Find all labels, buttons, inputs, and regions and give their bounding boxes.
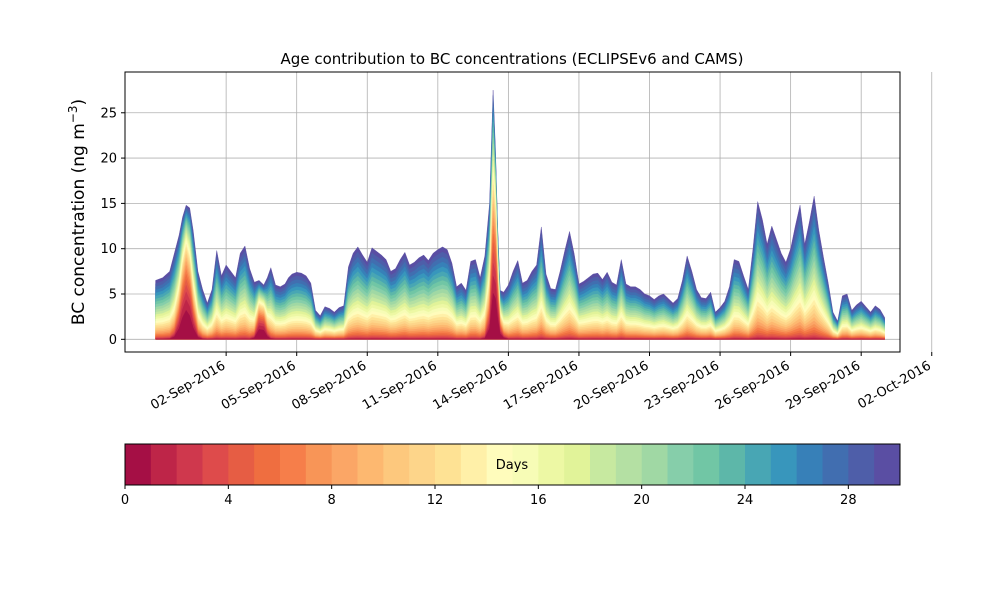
colorbar-swatch-12: [435, 444, 462, 485]
age-layer-7-8-days: [155, 218, 885, 340]
x-tick-label: 20-Sep-2016: [572, 358, 652, 413]
colorbar-swatch-26: [796, 444, 823, 485]
stacked-area-layers: [155, 90, 885, 340]
y-tick-label: 20: [100, 152, 117, 167]
colorbar-swatch-18: [590, 444, 617, 485]
y-axis: 0 5 10 15 20 25: [100, 106, 125, 348]
x-tick-label: 26-Sep-2016: [713, 358, 793, 413]
colorbar-swatch-5: [254, 444, 281, 485]
y-tick-label: 0: [109, 333, 117, 348]
age-layer-1-2-days: [155, 276, 885, 340]
x-axis: 02-Sep-201605-Sep-201608-Sep-201611-Sep-…: [148, 352, 934, 413]
colorbar-swatch-4: [228, 444, 255, 485]
colorbar-swatch-8: [331, 444, 358, 485]
colorbar-swatch-16: [538, 444, 565, 485]
x-tick-label: 11-Sep-2016: [360, 358, 440, 413]
x-tick-label: 29-Sep-2016: [783, 358, 863, 413]
age-layer-5-6-days: [155, 233, 885, 340]
y-tick-label: 25: [100, 106, 117, 121]
age-layer-0-1-days: [155, 292, 885, 340]
age-layer-2-3-days: [155, 263, 885, 340]
colorbar-ticks: 0 4 8 12 16 20 24 28: [121, 485, 857, 508]
age-layer-6-7-days: [155, 225, 885, 340]
colorbar-swatch-27: [822, 444, 849, 485]
colorbar-swatch-24: [745, 444, 772, 485]
y-tick-label: 5: [109, 288, 117, 303]
colorbar-swatch-20: [641, 444, 668, 485]
colorbar: [125, 444, 901, 485]
colorbar-swatch-23: [719, 444, 746, 485]
colorbar-swatch-28: [848, 444, 875, 485]
y-axis-label-exponent: −3: [66, 105, 80, 123]
colorbar-swatch-0: [125, 444, 152, 485]
colorbar-swatch-13: [460, 444, 488, 485]
colorbar-tick-label: 8: [328, 493, 336, 508]
colorbar-swatch-29: [874, 444, 901, 485]
colorbar-frame: [124, 443, 901, 486]
y-axis-label-close: ): [69, 99, 89, 106]
colorbar-swatch-2: [176, 444, 203, 485]
colorbar-swatch-22: [693, 444, 720, 485]
y-axis-label: BC concentration (ng m−3): [66, 99, 89, 325]
y-tick-label: 10: [100, 242, 117, 257]
colorbar-swatch-19: [615, 444, 643, 485]
x-tick-label: 02-Oct-2016: [855, 358, 933, 412]
colorbar-tick-label: 16: [530, 493, 547, 508]
colorbar-tick-label: 24: [737, 493, 754, 508]
x-tick-label: 02-Sep-2016: [148, 358, 228, 413]
colorbar-label: Days: [496, 458, 529, 473]
plot-frame: [124, 71, 901, 353]
colorbar-tick-label: 0: [121, 493, 129, 508]
colorbar-swatch-9: [357, 444, 384, 485]
grid-lines: [125, 72, 933, 352]
x-tick-label: 17-Sep-2016: [501, 358, 581, 413]
age-layer-3-4-days: [155, 252, 885, 340]
colorbar-swatch-17: [564, 444, 591, 485]
x-tick-label: 08-Sep-2016: [289, 358, 369, 413]
colorbar-swatch-15: [512, 444, 539, 485]
colorbar-tick-label: 12: [427, 493, 444, 508]
colorbar-swatch-1: [150, 444, 178, 485]
chart-title: Age contribution to BC concentrations (E…: [281, 50, 744, 68]
colorbar-swatch-10: [383, 444, 410, 485]
y-axis-label-main: BC concentration (ng m: [69, 123, 89, 325]
colorbar-swatch-14: [486, 444, 513, 485]
colorbar-swatch-7: [305, 444, 333, 485]
colorbar-tick-label: 4: [224, 493, 232, 508]
x-tick-label: 14-Sep-2016: [431, 358, 511, 413]
colorbar-tick-label: 28: [840, 493, 857, 508]
x-tick-label: 05-Sep-2016: [219, 358, 299, 413]
x-tick-label: 23-Sep-2016: [642, 358, 722, 413]
y-tick-label: 15: [100, 197, 117, 212]
colorbar-swatch-21: [667, 444, 694, 485]
colorbar-swatch-3: [202, 444, 229, 485]
colorbar-swatch-6: [280, 444, 307, 485]
colorbar-swatch-25: [770, 444, 798, 485]
colorbar-tick-label: 20: [633, 493, 650, 508]
colorbar-swatch-11: [409, 444, 436, 485]
age-layer-4-5-days: [155, 242, 885, 340]
